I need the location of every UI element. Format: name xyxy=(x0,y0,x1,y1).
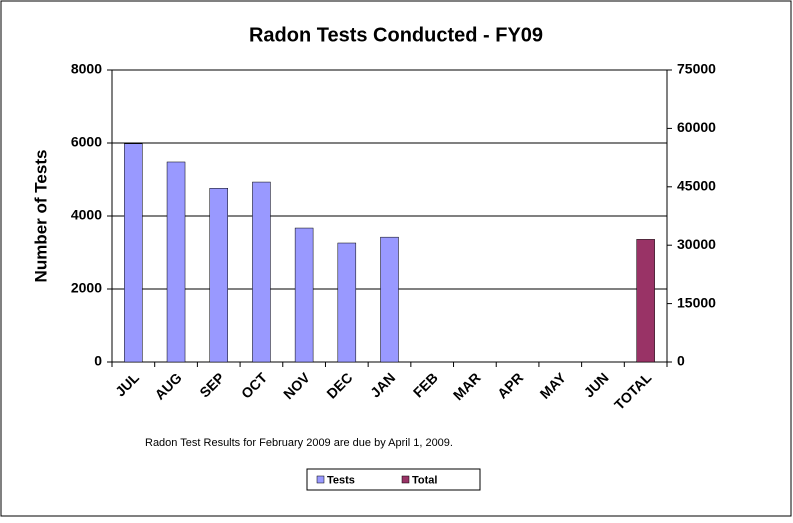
y2-tick-label: 75000 xyxy=(677,61,716,77)
bar xyxy=(124,143,143,363)
legend-swatch xyxy=(401,475,410,484)
y-axis-title: Number of Tests xyxy=(31,150,50,283)
y2-tick-label: 15000 xyxy=(677,294,716,310)
y-tick-label: 4000 xyxy=(71,207,102,223)
y2-tick-label: 45000 xyxy=(677,178,716,194)
legend-box xyxy=(306,468,481,491)
y2-tick-label: 30000 xyxy=(677,236,716,252)
bar xyxy=(636,239,655,363)
y2-tick-label: 60000 xyxy=(677,119,716,135)
legend-swatch xyxy=(316,475,325,484)
y-tick-label: 6000 xyxy=(71,134,102,150)
bar xyxy=(337,242,357,363)
legend-label: Tests xyxy=(327,474,355,486)
y2-tick-label: 0 xyxy=(677,353,685,369)
bar xyxy=(166,161,186,363)
bar xyxy=(294,227,314,363)
legend-label: Total xyxy=(412,474,437,486)
bar xyxy=(380,236,399,363)
y-tick-label: 0 xyxy=(94,353,102,369)
y-tick-label: 2000 xyxy=(71,280,102,296)
note: Radon Test Results for February 2009 are… xyxy=(145,437,453,449)
chart-title: Radon Tests Conducted - FY09 xyxy=(249,24,543,46)
y-tick-label: 8000 xyxy=(71,61,102,77)
bar xyxy=(209,188,228,363)
bar xyxy=(252,181,271,363)
